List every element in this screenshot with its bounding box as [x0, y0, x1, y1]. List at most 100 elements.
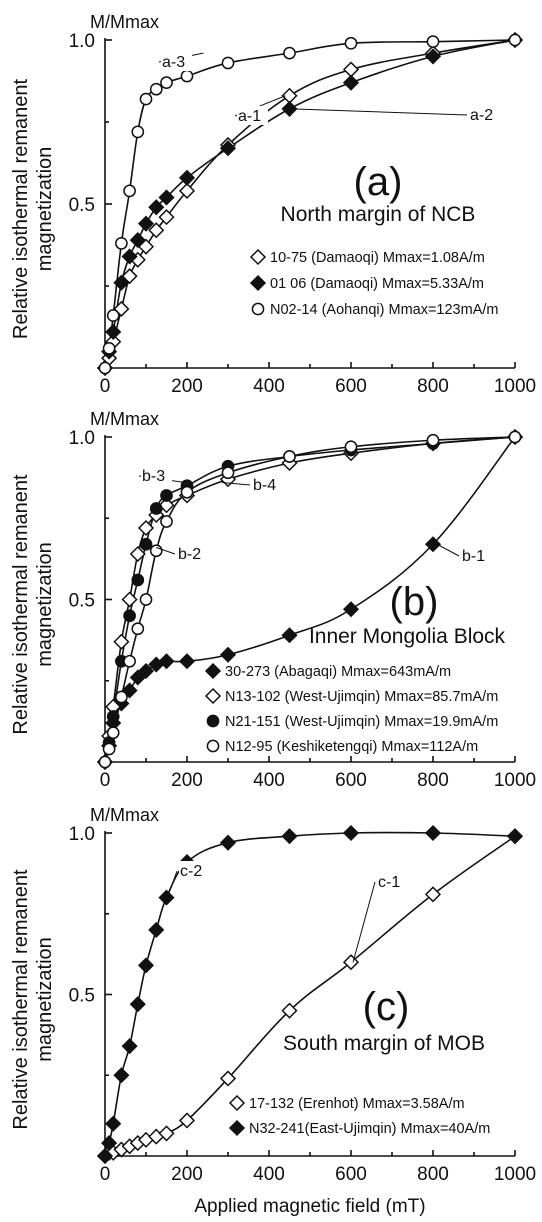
marker-panel0-series1-pointlegend: [249, 274, 267, 292]
x-tick-label-0-3: 600: [335, 376, 367, 397]
panel-0: 0 200 400 600 800 1000 0.5 1.0M/Mmax Relative is…: [10, 12, 536, 397]
curve-label-0-2: a-3: [162, 54, 185, 71]
x-tick-label-2-4: 800: [417, 1164, 449, 1185]
x-tick-label-0-4: 800: [417, 376, 449, 397]
y-axis-label-line1-1: Relative isothermal remanent: [10, 474, 32, 735]
marker-panel1-series3-point1: [102, 742, 116, 756]
marker-panel1-series0-point6: [137, 662, 155, 680]
panel-letter-0: (a): [354, 160, 403, 204]
marker-panel1-series3-point7: [149, 544, 163, 558]
marker-panel1-series3-point9: [180, 485, 194, 499]
legend-entry-1-1: N13-102 (West-Ujimqin) Mmax=85.7mA/m: [225, 689, 498, 705]
marker-panel0-series2-point7: [149, 82, 163, 96]
x-tick-label-0-2: 400: [253, 376, 285, 397]
marker-panel0-series2-point12: [344, 36, 358, 50]
marker-panel2-series1-point10: [219, 834, 237, 851]
panel-subtitle-1: Inner Mongolia Block: [309, 625, 506, 648]
marker-panel0-series1-point6: [137, 215, 155, 232]
marker-panel0-series2-point10: [221, 56, 235, 70]
curve-label-0-0: a-1: [238, 108, 261, 125]
panel-2: 0 200 400 600 800 1000 0.5 1.0M/Mmax Relative is…: [10, 805, 536, 1185]
marker-panel2-series0-point11: [281, 1002, 298, 1019]
marker-panel2-series1-point5: [129, 996, 146, 1013]
marker-panel0-series2-point14: [508, 33, 522, 47]
marker-panel0-series2-point2: [106, 309, 120, 322]
marker-panel1-series0-pointlegend: [204, 662, 222, 680]
curve-label-2-1: c-2: [180, 863, 202, 880]
y-tick-label-1-1: 1.0: [69, 428, 95, 449]
y-axis-label-line2-2: magnetization: [34, 937, 56, 1062]
marker-panel0-series2-point9: [180, 69, 194, 83]
curve-label-0-1: a-2: [470, 107, 493, 124]
x-tick-label-2-1: 200: [171, 1164, 203, 1185]
marker-panel1-series1-point5: [129, 545, 146, 563]
marker-panel0-series2-pointlegend: [251, 302, 265, 316]
curve-label-bg-0-0: [237, 106, 268, 125]
marker-panel2-series0-pointlegend: [228, 1094, 246, 1112]
y-top-label-0: M/Mmax: [90, 12, 159, 32]
y-axis-label-line1-2: Relative isothermal remanent: [10, 869, 32, 1130]
marker-panel0-series1-point11: [281, 100, 298, 117]
marker-panel1-series3-point2: [106, 726, 120, 740]
x-tick-label-0-0: 0: [100, 376, 111, 397]
y-top-label-1: M/Mmax: [90, 409, 159, 429]
x-tick-label-1-5: 1000: [494, 770, 536, 791]
curve-label-bg-0-1: [469, 105, 500, 124]
marker-panel0-series0-point8: [158, 209, 175, 226]
x-tick-label-0-1: 200: [171, 376, 203, 397]
marker-panel0-series2-point1: [102, 341, 116, 355]
x-tick-label-2-0: 0: [100, 1164, 111, 1185]
marker-panel0-series0-pointlegend: [249, 248, 267, 266]
marker-panel2-series1-point14: [506, 828, 524, 845]
x-tick-label-1-4: 800: [417, 770, 449, 791]
marker-panel0-series2-point3: [115, 237, 128, 250]
legend-entry-0-0: 10-75 (Damaoqi) Mmax=1.08A/m: [270, 250, 485, 266]
marker-panel1-series2-point7: [149, 502, 163, 515]
curve-leader-1-0: [436, 543, 460, 557]
panel-subtitle-0: North margin of NCB: [281, 203, 476, 226]
y-tick-label-2-0: 0.5: [69, 986, 95, 1007]
marker-panel0-series2-point8: [160, 76, 173, 89]
marker-panel0-series0-point7: [148, 222, 165, 239]
marker-panel1-series3-point5: [131, 622, 145, 636]
marker-panel0-series0-point12: [342, 61, 360, 78]
marker-panel0-series1-point9: [178, 169, 196, 186]
marker-panel2-series1-point7: [148, 921, 165, 938]
marker-panel1-series3-point8: [160, 515, 173, 528]
curve-label-1-3: b-2: [178, 546, 201, 563]
x-tick-label-1-2: 400: [253, 770, 285, 791]
panel-letter-1: (b): [390, 580, 439, 624]
curve-label-2-0: c-1: [378, 874, 400, 891]
marker-panel0-series2-point11: [283, 46, 296, 60]
y-tick-label-0-0: 0.5: [69, 195, 95, 216]
marker-panel2-series1-point6: [137, 957, 155, 974]
marker-panel1-series3-point6: [139, 593, 153, 606]
curve-label-bg-0-2: [161, 52, 192, 71]
marker-panel1-series0-point8: [158, 653, 175, 670]
x-tick-label-1-1: 200: [171, 770, 203, 791]
marker-panel0-series2-point6: [139, 92, 153, 106]
marker-panel1-series1-point6: [137, 519, 155, 537]
curve-label-bg-2-0: [377, 872, 408, 891]
marker-panel2-series1-point11: [281, 828, 298, 845]
marker-panel2-series0-point10: [219, 1070, 237, 1087]
marker-panel1-series3-point0: [98, 755, 112, 769]
panel-1: 0 200 400 600 800 1000 0.5 1.0M/Mmax Relative is…: [10, 409, 536, 791]
marker-panel1-series2-pointlegend: [206, 714, 220, 728]
legend-entry-1-0: 30-273 (Abagaqi) Mmax=643mA/m: [225, 664, 451, 680]
marker-panel1-series3-point14: [508, 430, 522, 444]
marker-panel2-series0-point9: [178, 1112, 196, 1129]
y-tick-label-0-1: 1.0: [69, 31, 95, 52]
legend-entry-2-1: N32-241(East-Ujimqin) Mmax=40A/m: [249, 1121, 490, 1137]
marker-panel1-series1-point3: [113, 633, 130, 650]
marker-panel1-series1-point4: [121, 591, 138, 608]
marker-panel1-series0-point12: [342, 601, 360, 618]
marker-panel1-series2-point5: [131, 573, 145, 587]
legend-entry-1-3: N12-95 (Keshiketengqi) Mmax=112A/m: [225, 739, 478, 755]
marker-panel2-series0-point13: [424, 886, 442, 903]
marker-panel1-series2-point4: [123, 609, 136, 623]
marker-panel1-series3-point13: [426, 433, 440, 447]
marker-panel1-series0-point11: [281, 627, 298, 644]
